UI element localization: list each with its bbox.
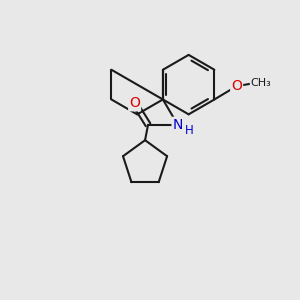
Text: CH₃: CH₃ xyxy=(251,78,272,88)
Text: O: O xyxy=(129,96,140,110)
Text: N: N xyxy=(172,118,183,132)
Text: H: H xyxy=(185,124,194,137)
Text: O: O xyxy=(231,79,242,93)
